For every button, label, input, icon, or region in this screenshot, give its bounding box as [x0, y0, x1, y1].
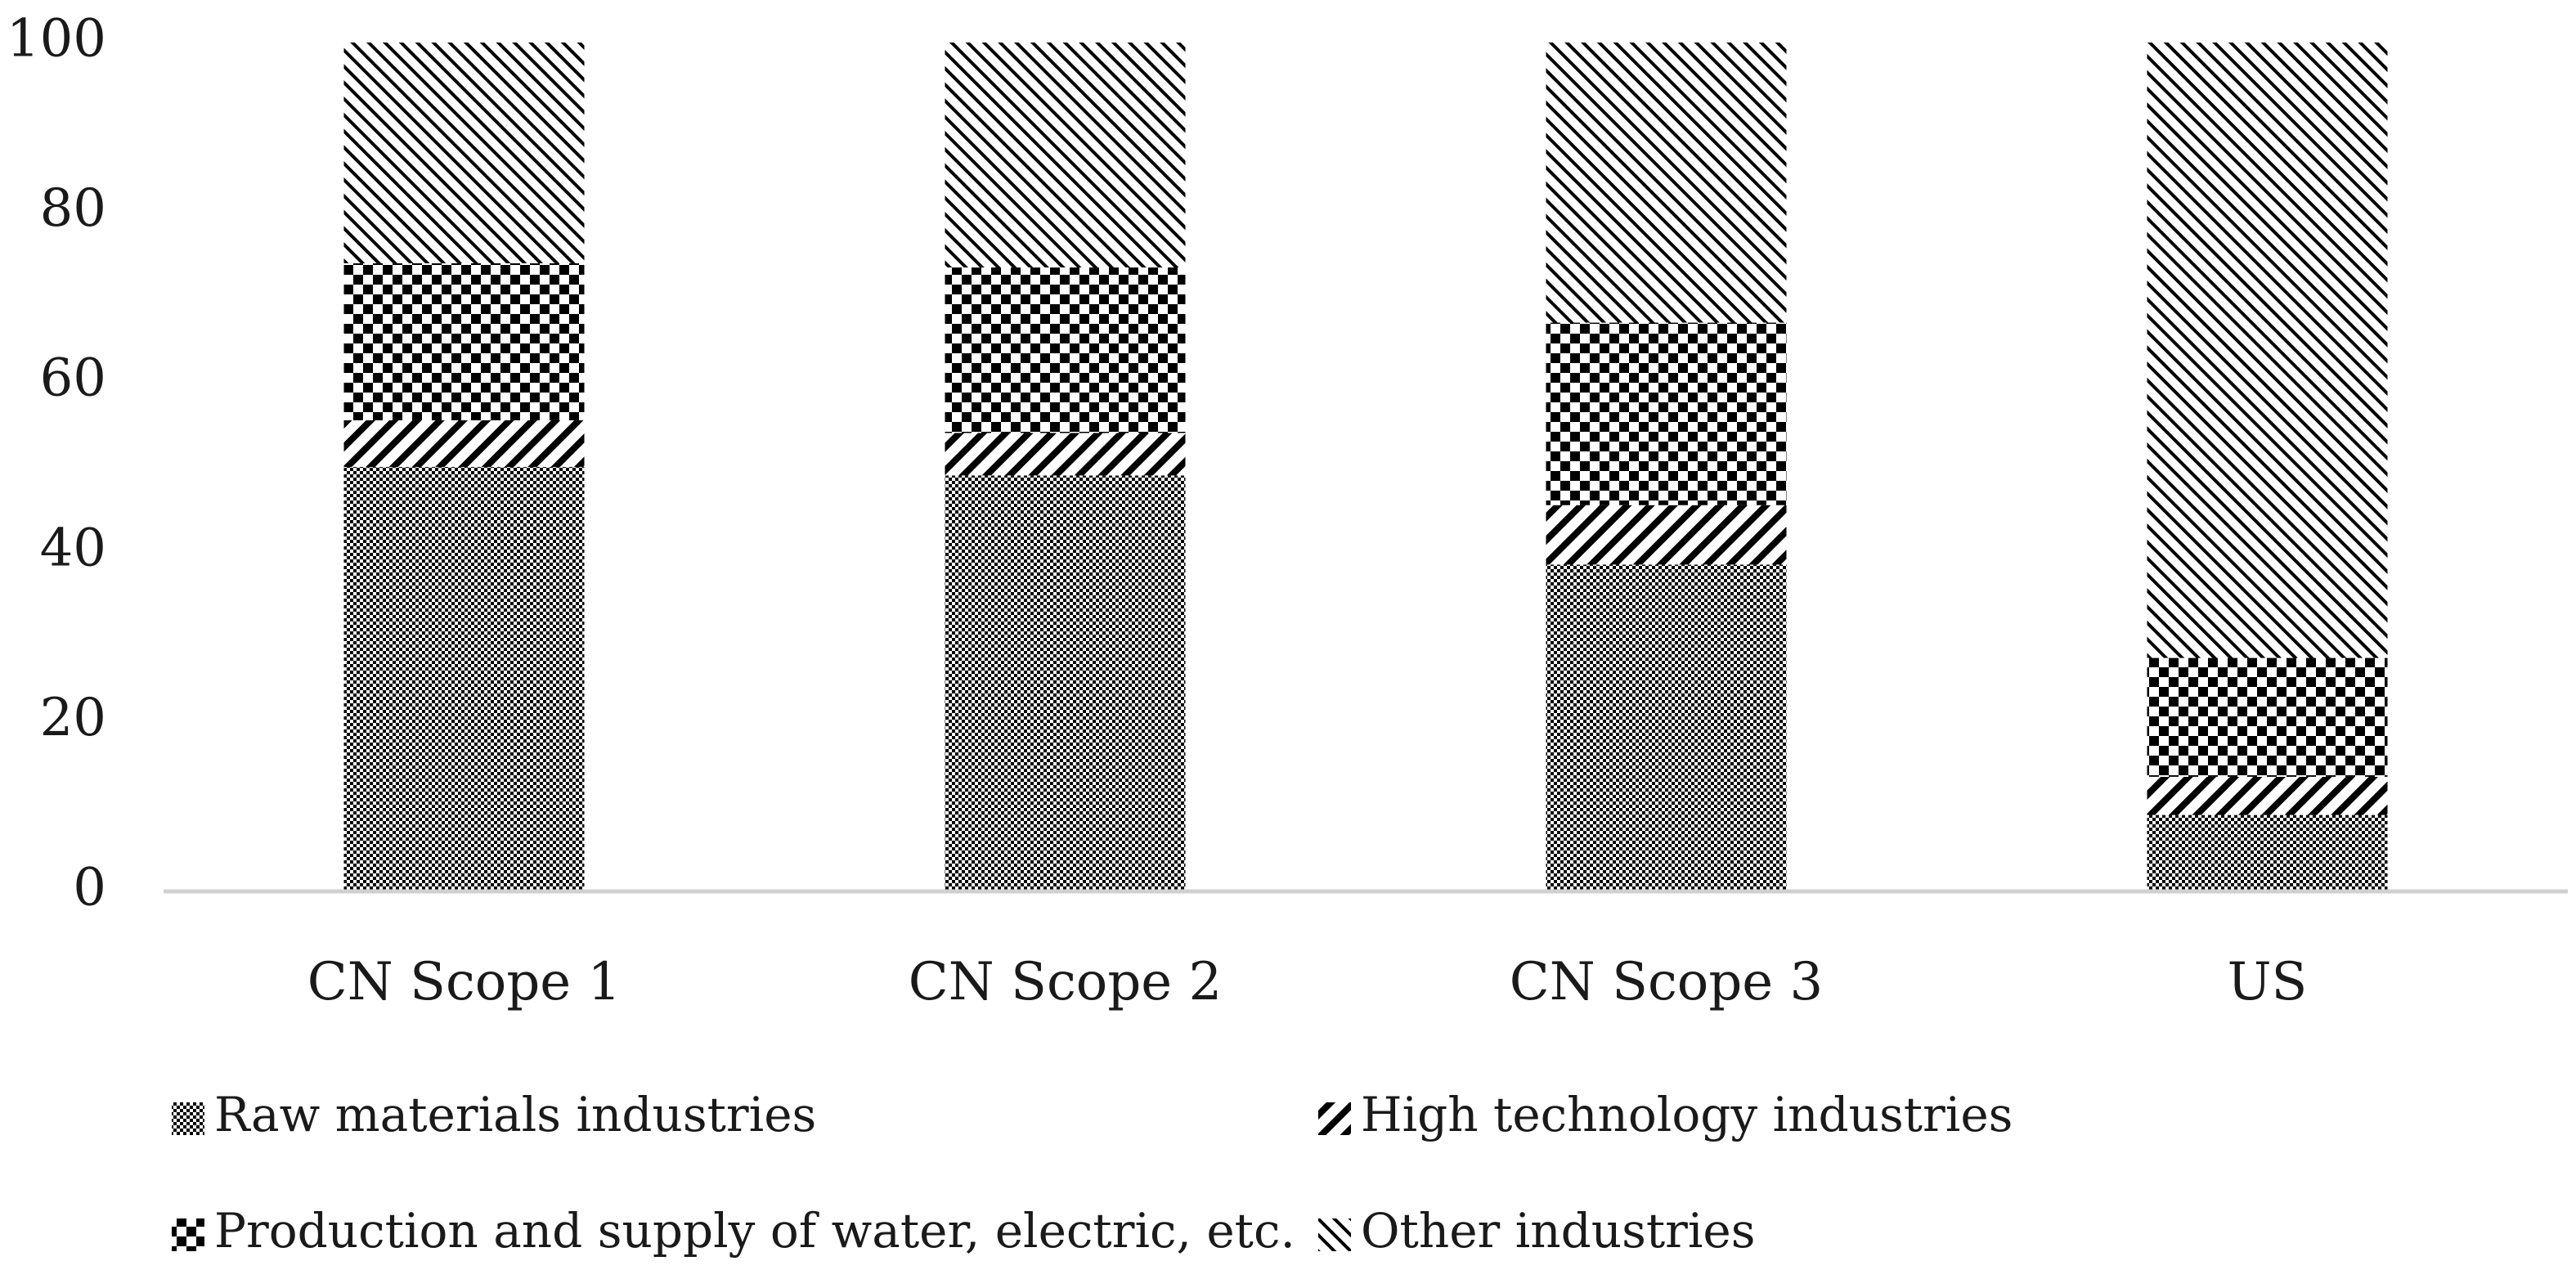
bar-segment-cn-scope-1-raw-materials-industries — [343, 467, 585, 891]
bar-segment-us-production-and-supply-of-water-electric-etc — [2147, 657, 2388, 777]
bar-segment-cn-scope-1-production-and-supply-of-water-electric-etc — [343, 263, 585, 420]
legend-swatch — [1318, 1218, 1351, 1251]
legend-label: Other industries — [1361, 1203, 1756, 1259]
legend-item-other-industries: Other industries — [1318, 1203, 1756, 1259]
bar-segment-us-other-industries — [2147, 43, 2388, 658]
axis-layer: CN Scope 1 CN Scope 2 CN Scope 3 US 0 20 40 60 8… — [7, 9, 2568, 1012]
y-tick-label: 40 — [40, 518, 106, 578]
bar-segment-cn-scope-1-other-industries — [343, 43, 585, 263]
bar-segment-us-high-technology-industries — [2147, 776, 2388, 815]
bar-segment-cn-scope-2-high-technology-industries — [945, 433, 1186, 476]
legend-item-production-and-supply-of-water-electric-etc: Production and supply of water, electric… — [172, 1203, 1295, 1259]
x-tick-label: CN Scope 2 — [909, 952, 1222, 1012]
legend-swatch — [172, 1218, 204, 1251]
bar-segment-cn-scope-3-raw-materials-industries — [1546, 564, 1787, 891]
y-tick-label: 80 — [40, 178, 106, 239]
bar-segment-us-raw-materials-industries — [2147, 815, 2388, 891]
legend-item-high-technology-industries: High technology industries — [1318, 1087, 2013, 1142]
legend-swatch — [1318, 1102, 1351, 1135]
bar-segment-cn-scope-1-high-technology-industries — [343, 420, 585, 467]
bar-segment-cn-scope-2-other-industries — [945, 43, 1186, 268]
y-tick-label: 20 — [40, 688, 106, 748]
x-tick-label: US — [2228, 952, 2308, 1012]
bar-segment-cn-scope-2-production-and-supply-of-water-electric-etc — [945, 267, 1186, 433]
x-tick-label: CN Scope 1 — [307, 952, 621, 1012]
y-tick-label: 100 — [7, 9, 106, 70]
legend-label: Production and supply of water, electric… — [214, 1203, 1295, 1259]
legend-item-raw-materials-industries: Raw materials industries — [172, 1087, 816, 1142]
bars-layer — [343, 43, 2388, 891]
bar-segment-cn-scope-2-raw-materials-industries — [945, 475, 1186, 891]
bar-segment-cn-scope-3-high-technology-industries — [1546, 505, 1787, 565]
y-tick-label: 60 — [40, 348, 106, 409]
legend-swatch — [172, 1102, 204, 1135]
bar-segment-cn-scope-3-production-and-supply-of-water-electric-etc — [1546, 322, 1787, 505]
legend-label: Raw materials industries — [214, 1087, 816, 1142]
x-tick-label: CN Scope 3 — [1510, 952, 1823, 1012]
bar-segment-cn-scope-3-other-industries — [1546, 43, 1787, 323]
y-tick-label: 0 — [73, 858, 106, 918]
legend: Raw materials industries High technology … — [172, 1087, 2013, 1259]
legend-label: High technology industries — [1361, 1087, 2013, 1142]
